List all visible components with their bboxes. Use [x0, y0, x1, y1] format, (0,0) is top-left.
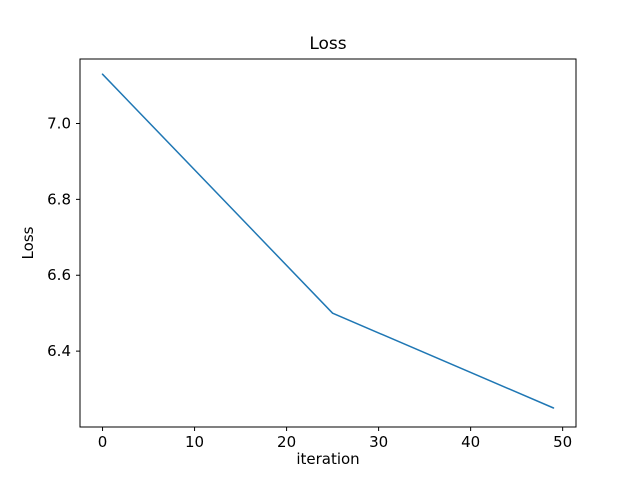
x-tick-label: 0	[98, 433, 108, 451]
chart-title: Loss	[309, 34, 346, 54]
loss-series-line	[101, 73, 555, 409]
plot-frame	[79, 58, 577, 428]
x-axis-label: iteration	[296, 450, 359, 468]
y-axis-label: Loss	[19, 226, 37, 259]
x-tick-label: 30	[369, 433, 388, 451]
y-tick-label: 6.4	[47, 342, 71, 360]
axes-frame	[79, 58, 577, 428]
x-tick-label: 40	[461, 433, 480, 451]
x-axis-ticks: 0 10 20 30 40 50	[98, 427, 572, 451]
x-tick-label: 10	[185, 433, 204, 451]
y-axis-ticks: 6.4 6.6 6.8 7.0	[47, 114, 80, 360]
x-tick-label: 20	[277, 433, 296, 451]
y-tick-label: 6.8	[47, 190, 71, 208]
y-tick-label: 7.0	[47, 114, 71, 132]
y-tick-label: 6.6	[47, 266, 71, 284]
x-tick-label: 50	[553, 433, 572, 451]
